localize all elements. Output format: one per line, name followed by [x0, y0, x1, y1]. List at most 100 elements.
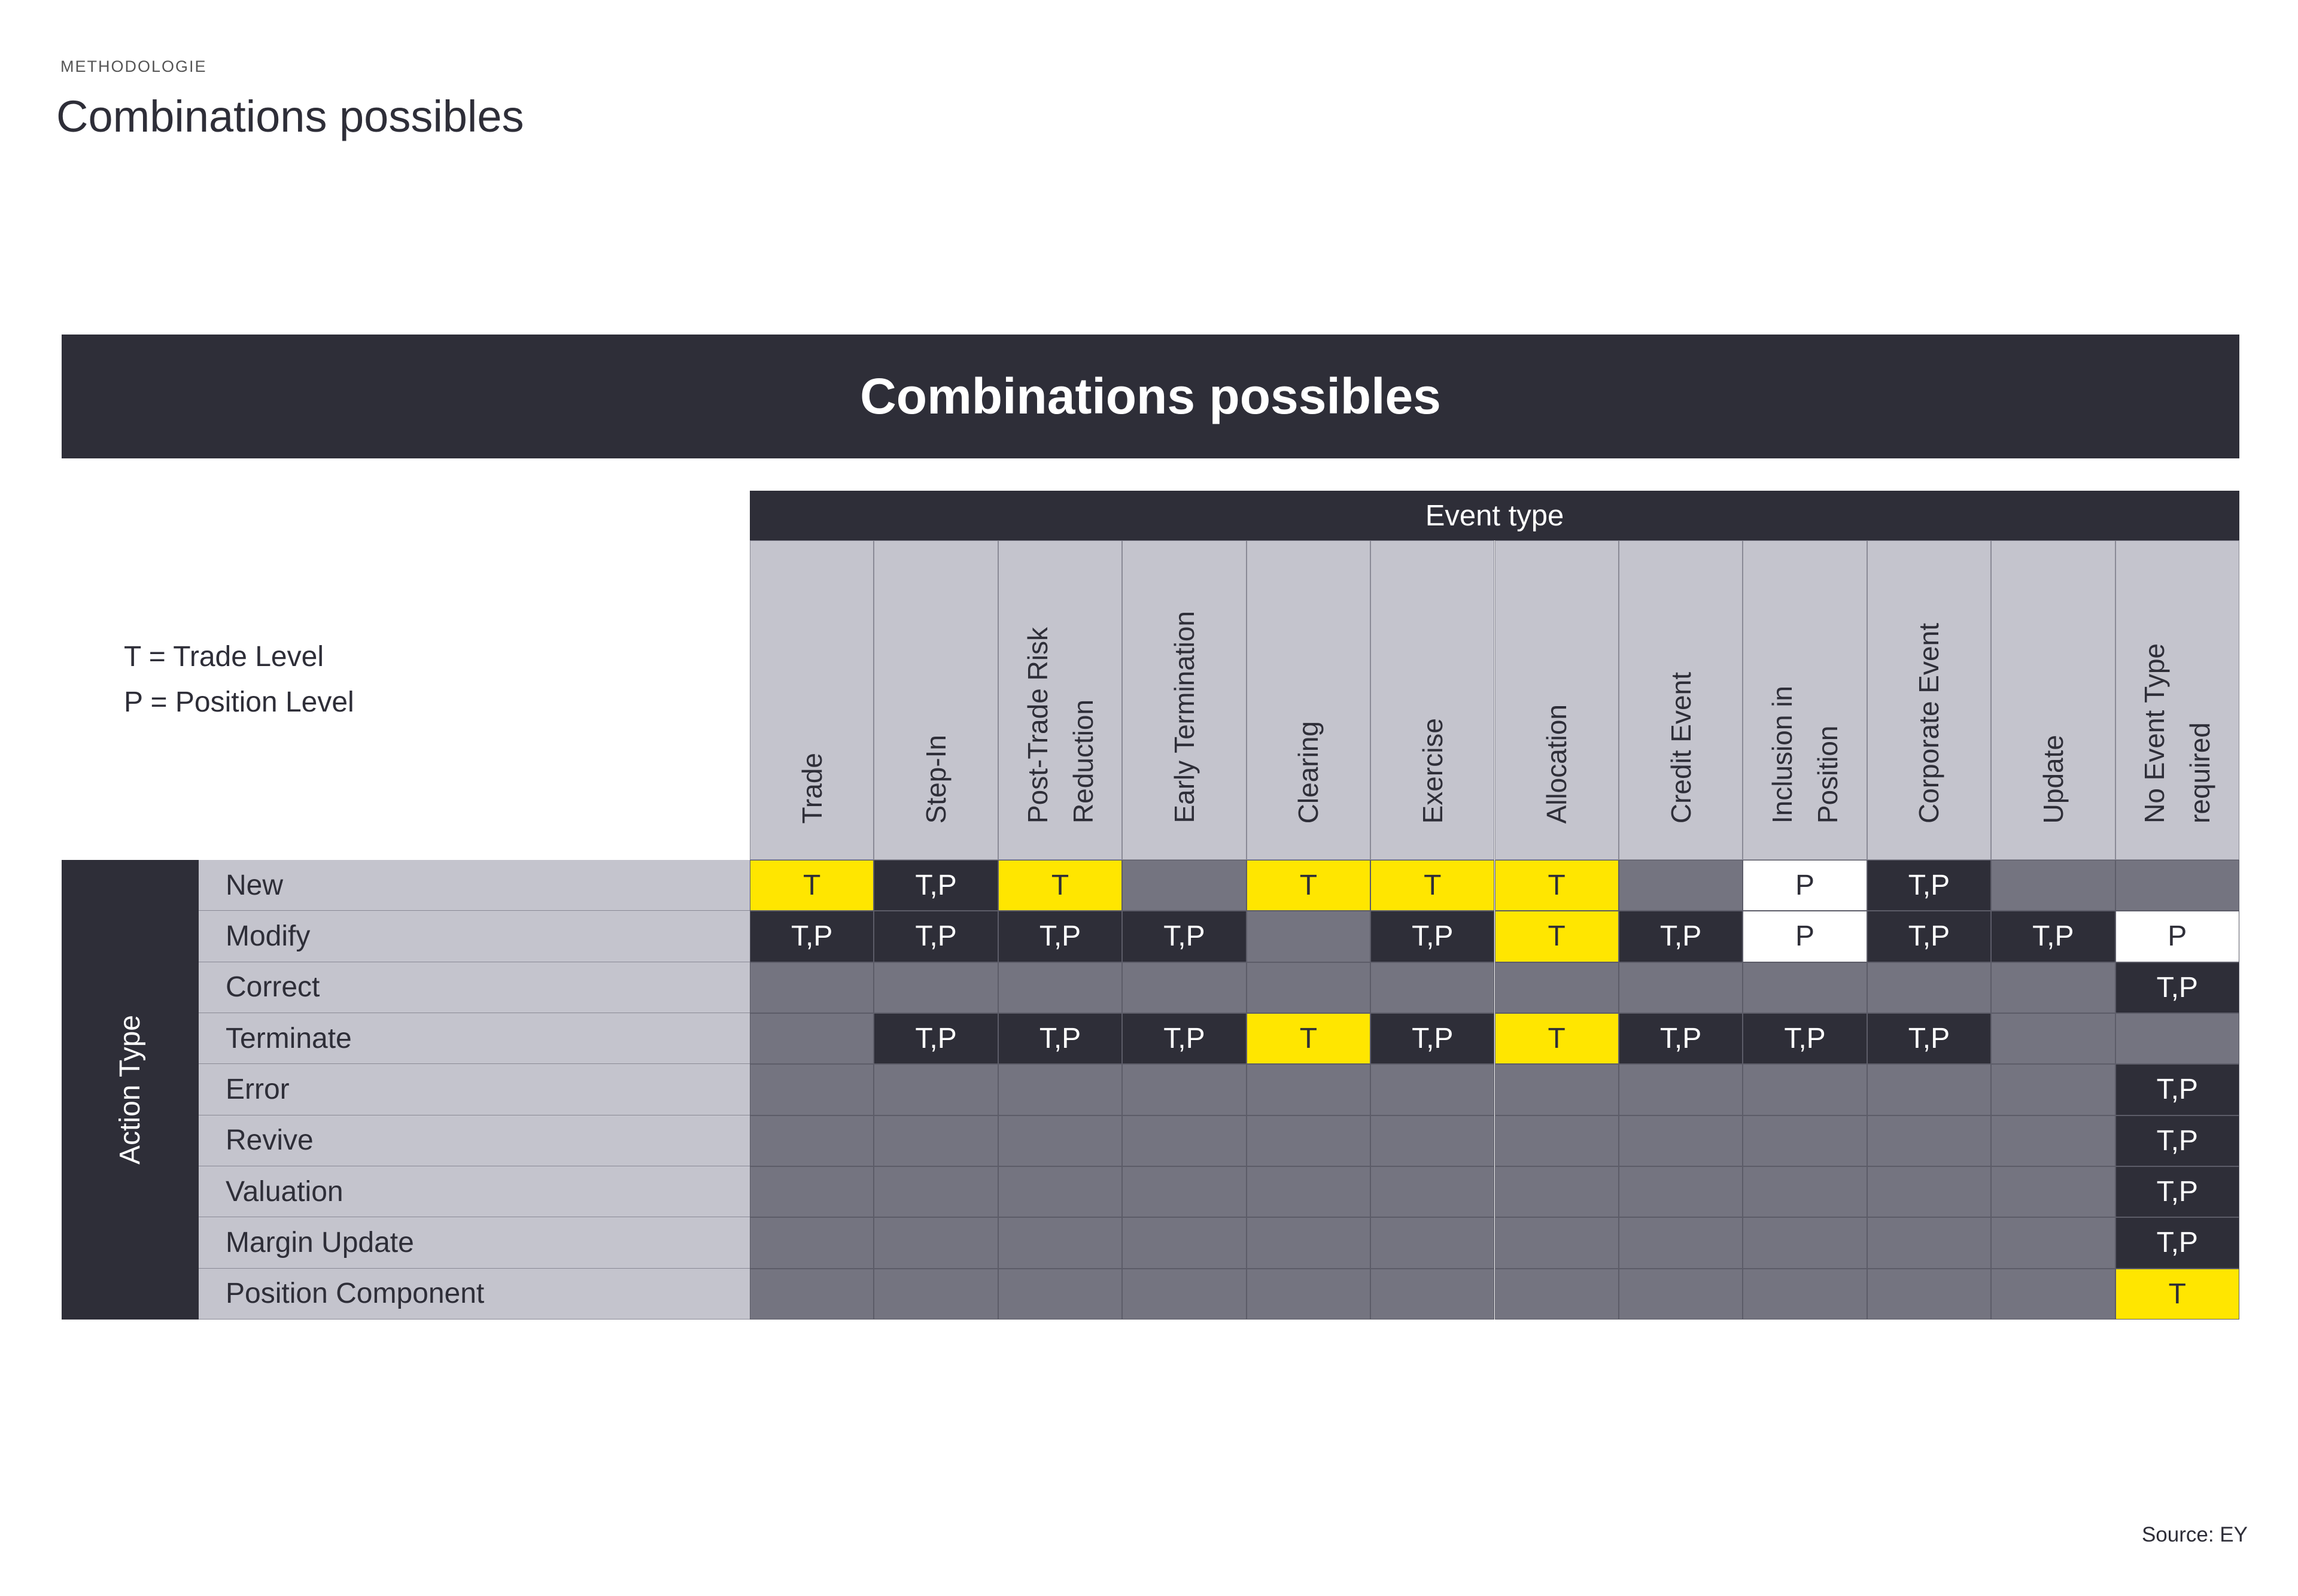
- cell: [998, 1166, 1123, 1218]
- cell: [1618, 860, 1743, 911]
- cell: T,P: [1991, 911, 2115, 962]
- cell: T: [1370, 860, 1495, 911]
- column-header: Post-Trade Risk Reduction: [998, 540, 1123, 860]
- column-label-line: Clearing: [1293, 721, 1324, 823]
- cell: [1618, 1166, 1743, 1218]
- column-label-line: Reduction: [1067, 699, 1099, 823]
- cell: [1494, 1268, 1619, 1320]
- column-header: Trade: [750, 540, 874, 860]
- cell: [998, 1064, 1123, 1115]
- cell: [1494, 1115, 1619, 1166]
- column-header: Allocation: [1494, 540, 1619, 860]
- cell: [1494, 962, 1619, 1013]
- row-label: Margin Update: [199, 1217, 750, 1269]
- cell: [1122, 1064, 1247, 1115]
- column-label: Step-In: [913, 735, 959, 823]
- cell: [750, 1115, 874, 1166]
- column-group: Event type: [750, 491, 2239, 540]
- cell: [1991, 1115, 2115, 1166]
- column-label-line: Credit Event: [1665, 671, 1697, 823]
- cell: [1743, 1268, 1867, 1320]
- column-label-line: Position: [1812, 725, 1844, 823]
- cell: T: [1494, 911, 1619, 962]
- legend-item: P = Position Level: [124, 686, 354, 718]
- cell: [750, 1013, 874, 1065]
- column-label: Update: [2030, 735, 2076, 823]
- row-group-cell: Action Type: [62, 860, 199, 1320]
- column-label-line: Step-In: [920, 734, 952, 823]
- cell: P: [1743, 860, 1867, 911]
- cell: [1743, 962, 1867, 1013]
- column-label: Exercise: [1410, 718, 1455, 823]
- cell: [1991, 860, 2115, 911]
- cell: [1867, 962, 1992, 1013]
- column-label-line: Inclusion in: [1767, 685, 1798, 823]
- cell: T: [998, 860, 1123, 911]
- source: Source: EY: [2141, 1523, 2248, 1546]
- cell: [1370, 1217, 1495, 1269]
- column-header: Step-In: [874, 540, 998, 860]
- cell: [874, 962, 998, 1013]
- cell: P: [1743, 911, 1867, 962]
- cell: [874, 1166, 998, 1218]
- cell: T,P: [1618, 1013, 1743, 1065]
- cell: [1991, 1268, 2115, 1320]
- cell: [1743, 1217, 1867, 1269]
- cell: [1246, 1166, 1371, 1218]
- cell: [1246, 1217, 1371, 1269]
- cell: T,P: [1122, 1013, 1247, 1065]
- column-label: Early Termination: [1162, 611, 1207, 823]
- column-label-line: required: [2184, 722, 2216, 823]
- cell: [750, 1064, 874, 1115]
- cell: T,P: [2115, 1217, 2239, 1269]
- cell: [1246, 962, 1371, 1013]
- cell: [874, 1064, 998, 1115]
- cell: [1743, 1166, 1867, 1218]
- cell: [750, 1217, 874, 1269]
- cell: [2115, 1013, 2239, 1065]
- column-label-line: Corporate Event: [1913, 623, 1945, 823]
- cell: [1867, 1268, 1992, 1320]
- column-header: Exercise: [1370, 540, 1495, 860]
- cell: [1494, 1217, 1619, 1269]
- cell: [998, 962, 1123, 1013]
- cell: [874, 1217, 998, 1269]
- cell: T: [2115, 1268, 2239, 1320]
- cell: [1867, 1115, 1992, 1166]
- cell: [1370, 1064, 1495, 1115]
- column-label: Trade: [789, 753, 835, 823]
- cell: [1867, 1217, 1992, 1269]
- cell: [874, 1268, 998, 1320]
- row-label: New: [199, 860, 750, 911]
- cell: T,P: [874, 860, 998, 911]
- column-label-line: Post-Trade Risk: [1022, 627, 1053, 823]
- cell: T: [1246, 1013, 1371, 1065]
- cell: [1618, 1064, 1743, 1115]
- row-label: Position Component: [199, 1268, 750, 1320]
- cell: [1122, 1166, 1247, 1218]
- column-label-line: No Event Type: [2139, 643, 2171, 823]
- column-label-line: Allocation: [1541, 704, 1573, 823]
- column-header: Corporate Event: [1867, 540, 1992, 860]
- column-header: Update: [1991, 540, 2115, 860]
- cell: [1991, 1013, 2115, 1065]
- cell: T,P: [1370, 1013, 1495, 1065]
- cell: [1618, 1268, 1743, 1320]
- cell: [1991, 1064, 2115, 1115]
- cell: [998, 1268, 1123, 1320]
- column-header: Clearing: [1246, 540, 1371, 860]
- cell: T,P: [1867, 1013, 1992, 1065]
- cell: [1618, 1217, 1743, 1269]
- cell: T,P: [998, 911, 1123, 962]
- cell: [1122, 962, 1247, 1013]
- cell: [1370, 1115, 1495, 1166]
- column-label: Inclusion in Position: [1759, 686, 1850, 823]
- legend-item: T = Trade Level: [124, 641, 324, 673]
- section-label: METHODOLOGIE: [60, 57, 207, 75]
- row-label: Correct: [199, 962, 750, 1013]
- cell: [750, 1166, 874, 1218]
- cell: [1246, 1064, 1371, 1115]
- cell: [1494, 1064, 1619, 1115]
- cell: T,P: [1867, 860, 1992, 911]
